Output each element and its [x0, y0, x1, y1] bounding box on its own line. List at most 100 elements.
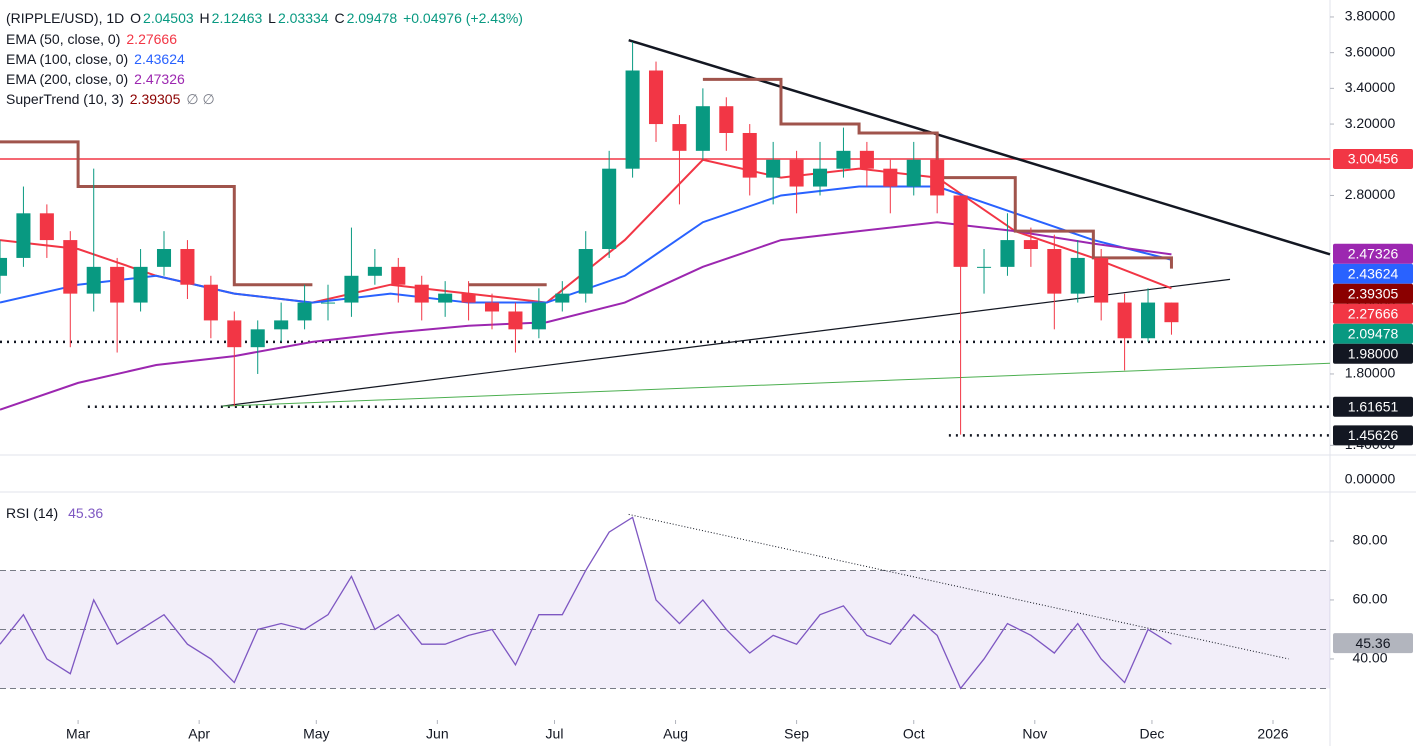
candle-body — [672, 124, 687, 151]
candle-body — [250, 329, 265, 348]
price-label: 3.00456 — [1348, 151, 1399, 167]
legend-name: RSI (14) — [6, 505, 59, 521]
legend-row: EMA (100, close, 0) 2.43624 — [6, 51, 191, 67]
x-tick-label: Jun — [426, 726, 449, 742]
candle-body — [695, 106, 710, 151]
candle-body — [203, 284, 218, 321]
candle-body — [320, 302, 336, 304]
price-label-bg — [1333, 303, 1413, 324]
candle-body — [508, 311, 523, 330]
h-label: H — [199, 10, 210, 26]
candle-body — [719, 106, 734, 133]
price-label: 1.45626 — [1348, 427, 1399, 443]
x-tick-label: Mar — [66, 726, 90, 742]
candle-body — [461, 293, 476, 303]
legend-value: 2.43624 — [134, 51, 185, 67]
candle-body — [484, 302, 500, 312]
close: 2.09478 — [346, 10, 398, 26]
candle-body — [1094, 257, 1109, 303]
price-label-bg — [1333, 323, 1413, 344]
candle-body — [531, 302, 546, 330]
o-label: O — [130, 10, 142, 26]
candle-body — [578, 249, 593, 294]
price-label-bg — [1333, 243, 1413, 264]
candle-body — [555, 293, 570, 303]
legend-row: SuperTrend (10, 3) 2.39305 ∅ ∅ — [6, 91, 215, 108]
candle-body — [227, 320, 242, 348]
price-label-bg — [1333, 425, 1413, 446]
price-label-bg — [1333, 343, 1413, 364]
candle-body — [836, 150, 851, 169]
price-label: 2.43624 — [1348, 265, 1399, 281]
trendline — [222, 278, 1231, 407]
indicator-line — [0, 221, 1172, 411]
candle-body — [648, 70, 664, 125]
candle-body — [39, 213, 54, 241]
x-tick-label: Dec — [1139, 726, 1164, 742]
legend-name: EMA (50, close, 0) — [6, 31, 121, 47]
price-label-bg — [1333, 263, 1413, 284]
legend-value: 45.36 — [68, 505, 104, 521]
candle-body — [63, 240, 78, 294]
x-tick-label: Aug — [663, 726, 688, 742]
y-tick-label: 40.00 — [1352, 650, 1387, 666]
price-label: 2.09478 — [1348, 325, 1399, 341]
y-tick-label: 3.60000 — [1345, 43, 1396, 59]
price-label: 1.61651 — [1348, 398, 1399, 414]
x-tick-label: Jul — [546, 726, 564, 742]
legend-name: SuperTrend (10, 3) — [6, 91, 124, 107]
price-label: 2.27666 — [1348, 305, 1399, 321]
rsi-label: 45.36 — [1355, 635, 1390, 651]
candle-body — [602, 168, 617, 250]
x-tick-label: Oct — [903, 726, 925, 742]
candle-body — [1000, 240, 1015, 267]
legend-value: 2.39305 — [129, 91, 181, 107]
x-tick-label: 2026 — [1257, 726, 1288, 742]
legend-name: EMA (200, close, 0) — [6, 71, 129, 87]
candle-body — [859, 150, 874, 169]
price-label-bg — [1333, 148, 1413, 169]
x-tick-label: Sep — [784, 726, 809, 742]
y-tick-label: 3.20000 — [1345, 115, 1396, 131]
price-label-bg — [1333, 396, 1413, 417]
high: 2.12463 — [211, 10, 263, 26]
x-tick-label: Apr — [188, 726, 210, 742]
candle-body — [789, 159, 804, 187]
candle-body — [906, 159, 921, 187]
legend-flags: ∅ ∅ — [186, 91, 215, 107]
candle-body — [766, 159, 781, 178]
trendline — [628, 38, 1331, 256]
candle-body — [180, 249, 195, 285]
y-tick-label: 1.80000 — [1345, 365, 1396, 381]
candle-body — [414, 284, 429, 303]
open: 2.04503 — [143, 10, 194, 26]
change: +0.04976 (+2.43%) — [403, 10, 523, 26]
candle-body — [0, 257, 8, 276]
legend-row: EMA (50, close, 0) 2.27666 — [6, 31, 183, 47]
candle-body — [953, 195, 968, 267]
candle-body — [883, 168, 898, 187]
price-label-bg — [1333, 283, 1413, 304]
candle-body — [812, 168, 828, 187]
axis-note: 0.00000 — [1345, 471, 1396, 487]
y-tick-label: 60.00 — [1352, 591, 1387, 607]
candle-body — [110, 266, 125, 303]
candle-body — [367, 266, 382, 276]
candle-body — [976, 266, 992, 268]
x-tick-label: Nov — [1022, 726, 1047, 742]
candle-body — [297, 302, 312, 321]
candle-body — [1164, 302, 1179, 323]
candle-body — [1117, 302, 1132, 339]
candle-body — [1047, 249, 1062, 294]
legend-value: 2.47326 — [134, 71, 185, 87]
low: 2.03334 — [277, 10, 329, 26]
candle-body — [86, 266, 101, 294]
candle-body — [156, 249, 172, 267]
candle-body — [391, 266, 406, 285]
c-label: C — [334, 10, 345, 26]
candle-body — [1141, 302, 1156, 339]
candle-body — [1070, 257, 1085, 294]
candle-body — [930, 159, 945, 196]
